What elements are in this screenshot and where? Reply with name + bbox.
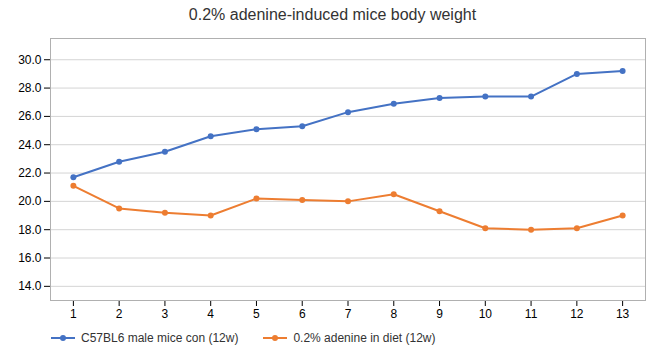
svg-text:3: 3 bbox=[162, 307, 169, 321]
html-text:0.2% adenine in diet (12w): 0.2% adenine in diet (12w) bbox=[293, 331, 436, 345]
svg-text:9: 9 bbox=[436, 307, 443, 321]
svg-text:20.0: 20.0 bbox=[18, 194, 42, 208]
html-text:0.2% adenine-induced mice body: 0.2% adenine-induced mice body weight bbox=[188, 6, 477, 23]
svg-text:30.0: 30.0 bbox=[18, 53, 42, 67]
svg-text:14.0: 14.0 bbox=[18, 279, 42, 293]
svg-text:26.0: 26.0 bbox=[18, 109, 42, 123]
svg-text:18.0: 18.0 bbox=[18, 223, 42, 237]
svg-text:8: 8 bbox=[390, 307, 397, 321]
svg-text:22.0: 22.0 bbox=[18, 166, 42, 180]
svg-text:4: 4 bbox=[207, 307, 214, 321]
svg-text:5: 5 bbox=[253, 307, 260, 321]
svg-text:16.0: 16.0 bbox=[18, 251, 42, 265]
svg-text:11: 11 bbox=[525, 307, 538, 321]
svg-text:6: 6 bbox=[299, 307, 306, 321]
html-text:C57BL6 male mice con (12w): C57BL6 male mice con (12w) bbox=[81, 331, 239, 345]
svg-text:28.0: 28.0 bbox=[18, 81, 42, 95]
svg-text:24.0: 24.0 bbox=[18, 138, 42, 152]
svg-text:1: 1 bbox=[70, 307, 77, 321]
svg-text:12: 12 bbox=[570, 307, 584, 321]
svg-text:7: 7 bbox=[345, 307, 352, 321]
svg-text:2: 2 bbox=[116, 307, 123, 321]
svg-text:13: 13 bbox=[616, 307, 630, 321]
svg-text:10: 10 bbox=[479, 307, 493, 321]
